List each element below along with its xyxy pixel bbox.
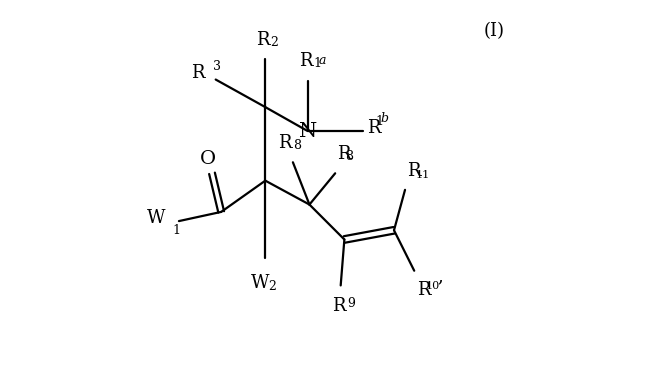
Text: O: O xyxy=(200,150,216,168)
Text: 1: 1 xyxy=(314,58,322,70)
Text: 2: 2 xyxy=(271,36,278,49)
Text: (I): (I) xyxy=(483,23,505,41)
Text: R: R xyxy=(407,162,420,180)
Text: 8: 8 xyxy=(293,139,301,152)
Text: R: R xyxy=(337,145,351,163)
Text: a: a xyxy=(319,55,326,67)
Text: 2: 2 xyxy=(269,280,276,293)
Text: 1: 1 xyxy=(376,115,384,128)
Text: W: W xyxy=(147,209,165,227)
Text: R: R xyxy=(256,31,269,49)
Text: R: R xyxy=(278,134,292,152)
Text: W: W xyxy=(251,274,269,293)
Text: 9: 9 xyxy=(347,297,355,310)
Text: ,: , xyxy=(437,267,443,285)
Text: N: N xyxy=(299,121,318,141)
Text: R: R xyxy=(417,281,431,299)
Text: b: b xyxy=(380,112,388,125)
Text: R: R xyxy=(367,119,381,137)
Text: 10: 10 xyxy=(426,281,440,291)
Text: 3: 3 xyxy=(213,60,221,73)
Text: R: R xyxy=(332,297,345,315)
Text: R: R xyxy=(298,52,312,70)
Text: 8: 8 xyxy=(345,150,353,163)
Text: R: R xyxy=(191,64,205,82)
Text: 11: 11 xyxy=(415,170,430,180)
Text: 1: 1 xyxy=(172,224,180,237)
